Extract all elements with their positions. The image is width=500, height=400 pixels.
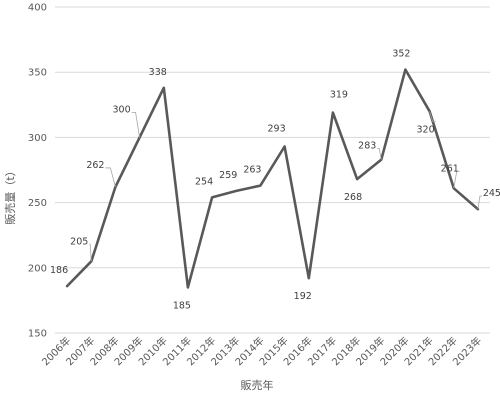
data-label: 320 xyxy=(417,124,435,135)
gridlines xyxy=(55,6,490,334)
data-label: 319 xyxy=(330,90,348,101)
data-label: 185 xyxy=(173,300,191,311)
label-leader-line xyxy=(429,111,436,122)
data-label: 186 xyxy=(50,265,68,276)
y-axis-title: 販売量（t） xyxy=(4,165,17,224)
x-axis-title: 販売年 xyxy=(241,378,274,392)
label-leader-line xyxy=(377,148,382,160)
y-tick-label: 350 xyxy=(28,68,47,79)
data-label: 261 xyxy=(441,163,459,174)
y-tick-label: 150 xyxy=(28,329,47,340)
y-tick-label: 200 xyxy=(28,263,47,274)
data-label: 259 xyxy=(219,170,237,181)
y-tick-label: 250 xyxy=(28,198,47,209)
label-leader-line xyxy=(89,243,92,262)
data-label: 262 xyxy=(86,160,104,171)
data-label: 263 xyxy=(243,165,261,176)
data-labels: 186 205 262 300 338 185 254 259 263 293 192 319 268 2… xyxy=(50,49,500,312)
data-label: 338 xyxy=(149,67,167,78)
label-leader-line xyxy=(477,195,482,210)
series-layer xyxy=(65,68,480,289)
label-leader-line xyxy=(453,170,460,189)
data-label: 268 xyxy=(344,192,362,203)
data-label: 192 xyxy=(294,291,312,302)
y-tick-label: 300 xyxy=(28,133,47,144)
data-label: 300 xyxy=(113,104,131,115)
data-label: 254 xyxy=(195,176,213,187)
x-axis-ticks: 2006年2007年2008年2009年2010年2011年2012年2013年… xyxy=(39,334,484,368)
data-label: 205 xyxy=(70,236,88,247)
data-label: 283 xyxy=(358,141,376,152)
y-tick-label: 400 xyxy=(28,3,47,14)
y-axis-ticks: 150 200 250 300 350 400 xyxy=(28,3,47,340)
data-label: 352 xyxy=(392,49,410,60)
series-line xyxy=(65,68,480,289)
data-label: 245 xyxy=(483,188,500,199)
label-leader-line xyxy=(131,112,140,138)
label-leader-line xyxy=(105,167,116,188)
data-label: 293 xyxy=(268,124,286,135)
